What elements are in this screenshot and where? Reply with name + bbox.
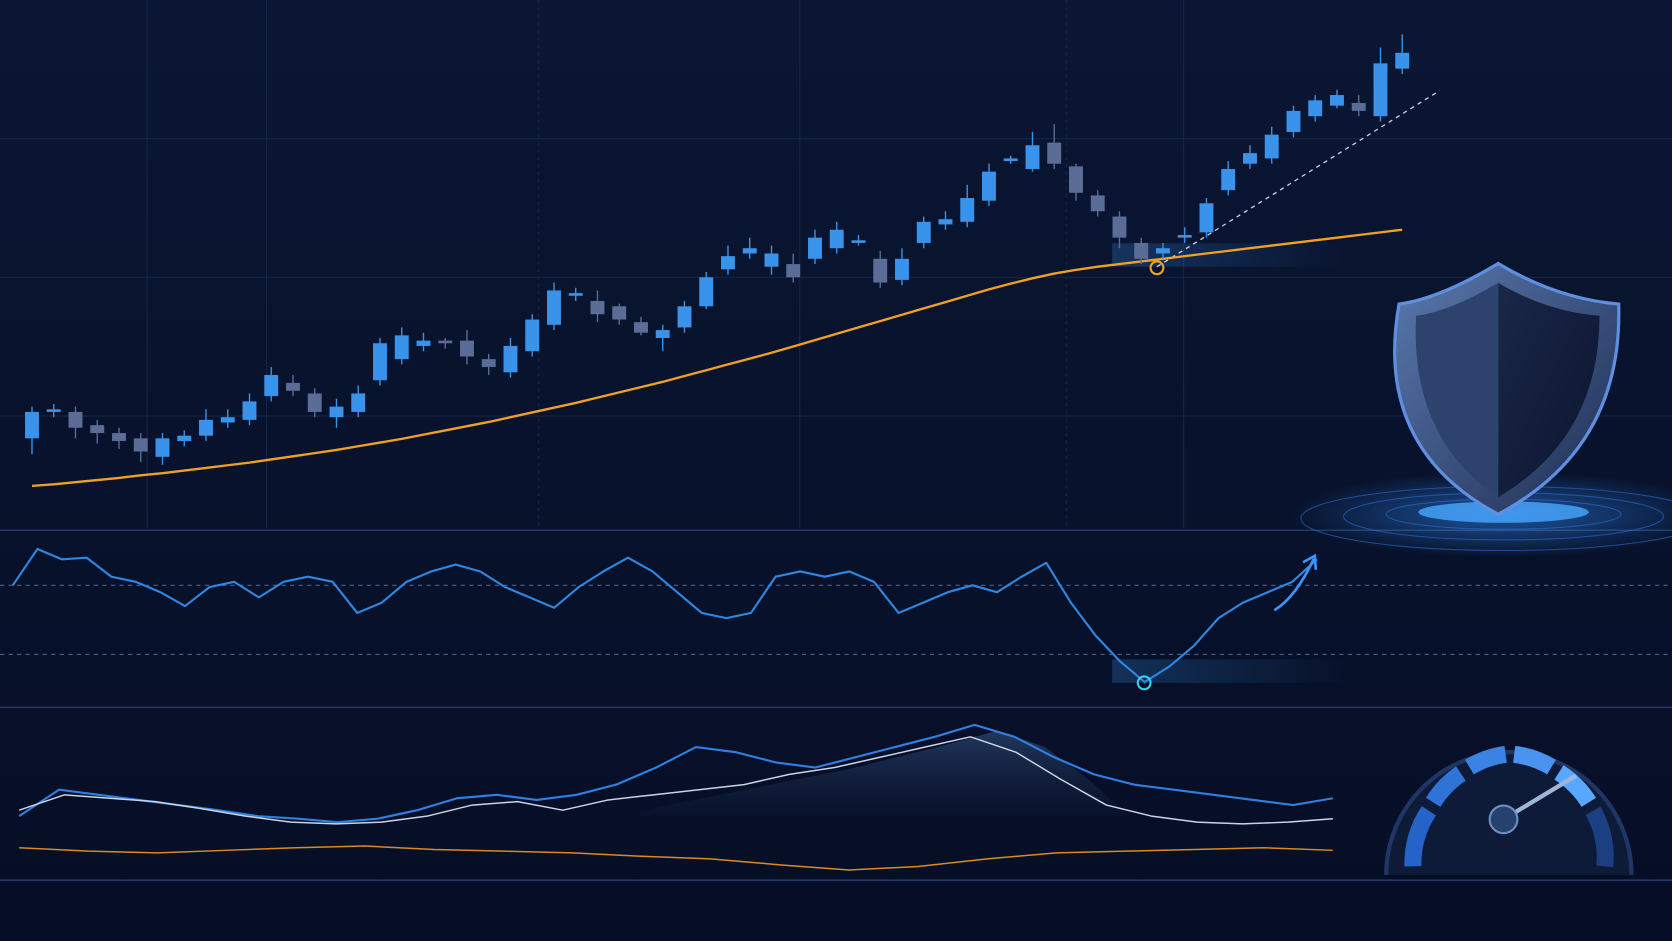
candle-body: [416, 340, 431, 346]
candle-body: [1199, 203, 1214, 233]
candle-body: [438, 340, 453, 344]
candle-body: [960, 198, 975, 222]
candle-body: [851, 240, 866, 243]
candle-body: [264, 374, 279, 397]
candle-body: [1047, 142, 1062, 164]
arrow: [1273, 553, 1318, 612]
highlight-band: [1112, 243, 1347, 267]
marker: [1149, 260, 1165, 276]
candle-body: [764, 253, 779, 267]
shield-face: [1498, 282, 1600, 498]
candle-body: [46, 409, 61, 412]
candle-body: [895, 258, 909, 280]
candle-body: [481, 359, 496, 368]
gauge-hub: [1488, 804, 1519, 835]
candle-body: [1003, 158, 1018, 162]
candle-body: [68, 411, 83, 428]
candle-body: [133, 438, 148, 452]
candle-body: [786, 264, 801, 278]
candle-body: [547, 290, 561, 325]
candle-body: [1177, 235, 1192, 238]
candle-body: [829, 229, 844, 249]
candle-body: [1090, 195, 1105, 212]
candle-body: [1286, 110, 1301, 133]
line: [19, 845, 1333, 871]
candle-body: [655, 330, 670, 338]
candle-body: [177, 435, 192, 441]
candle-body: [351, 393, 366, 412]
candle-body: [1112, 216, 1127, 238]
candle-body: [808, 237, 822, 259]
candle-body: [525, 319, 540, 352]
candle-body: [373, 343, 387, 381]
candle-body: [590, 301, 605, 315]
candle-body: [329, 406, 344, 418]
candle-body: [1351, 102, 1366, 111]
grid: [0, 0, 1672, 529]
candle-body: [112, 433, 126, 441]
candle-body: [1264, 134, 1279, 159]
candle-body: [982, 171, 996, 201]
candle-body: [1243, 153, 1257, 164]
area-shading: [639, 730, 1131, 817]
candle-body: [242, 401, 257, 420]
candle-body: [699, 277, 714, 307]
candle-body: [220, 417, 235, 423]
candle-body: [307, 393, 322, 412]
candle-body: [460, 340, 474, 357]
line: [18, 723, 1334, 824]
candle-body: [503, 345, 518, 373]
candle-body: [742, 248, 757, 254]
candle-body: [155, 438, 170, 457]
line: [11, 547, 1318, 684]
candle-body: [873, 258, 888, 283]
candle-body: [1221, 168, 1236, 191]
line: [18, 736, 1333, 825]
candle-body: [90, 425, 105, 434]
candle-body: [1156, 248, 1170, 254]
candle-body: [612, 306, 627, 320]
candle-body: [286, 382, 300, 391]
candle-body: [677, 306, 692, 328]
candle-body: [1025, 145, 1040, 169]
data-layer: [0, 34, 1672, 871]
candle-body: [568, 293, 583, 296]
candle-body: [1373, 63, 1388, 117]
candle-body: [1134, 242, 1149, 259]
candle-body: [25, 411, 39, 439]
candle-body: [1308, 100, 1323, 117]
gauge-scale: [1404, 745, 1614, 868]
shield-face: [1415, 282, 1499, 498]
marker: [1136, 675, 1152, 691]
candle-body: [634, 322, 648, 333]
candle-body: [916, 221, 931, 243]
candle-body: [199, 419, 213, 436]
candle-body: [394, 335, 409, 360]
moving-average: [31, 228, 1403, 488]
candle-body: [721, 256, 735, 270]
candle-body: [938, 219, 953, 225]
candle-body: [1395, 52, 1410, 69]
candle-body: [1330, 95, 1344, 106]
candle-body: [1069, 166, 1083, 193]
